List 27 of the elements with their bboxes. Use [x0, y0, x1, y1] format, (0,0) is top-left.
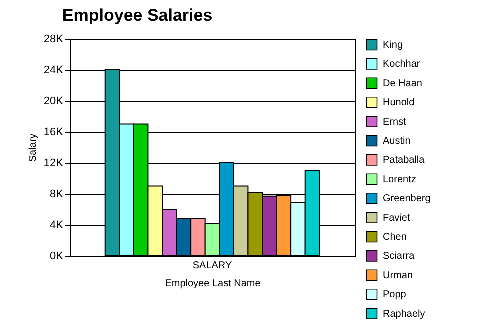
- legend-label: Lorentz: [383, 174, 416, 186]
- legend-label: Sciarra: [383, 251, 416, 262]
- legend-label: Ernst: [383, 116, 407, 128]
- y-tick-label: 12K: [44, 158, 64, 170]
- legend-label: Popp: [383, 290, 407, 301]
- y-tick-label: 28K: [44, 34, 64, 46]
- chart-title: Employee Salaries: [62, 6, 213, 25]
- y-axis-title: Salary: [28, 134, 39, 162]
- y-tick-label: 16K: [44, 126, 64, 138]
- y-tick-label: 8K: [50, 188, 64, 200]
- x-axis-title: Employee Last Name: [165, 278, 262, 290]
- legend-label: King: [383, 40, 404, 51]
- y-tick-label: 4K: [50, 220, 64, 232]
- y-tick-label: 20K: [44, 96, 64, 108]
- legend-label: Pataballa: [383, 155, 426, 166]
- y-tick-label: 24K: [44, 64, 64, 76]
- legend-label: Faviet: [383, 212, 410, 224]
- x-tick-label: SALARY: [192, 260, 232, 272]
- legend-label: Kochhar: [383, 59, 421, 70]
- legend-label: Raphaely: [383, 308, 426, 320]
- legend-label: Hunold: [383, 98, 415, 109]
- legend-label: Greenberg: [383, 194, 431, 205]
- legend-label: Austin: [383, 136, 411, 147]
- y-tick-label: 0K: [50, 250, 64, 262]
- legend-label: De Haan: [383, 78, 422, 90]
- legend-label: Urman: [383, 270, 414, 282]
- legend-label: Chen: [383, 232, 407, 243]
